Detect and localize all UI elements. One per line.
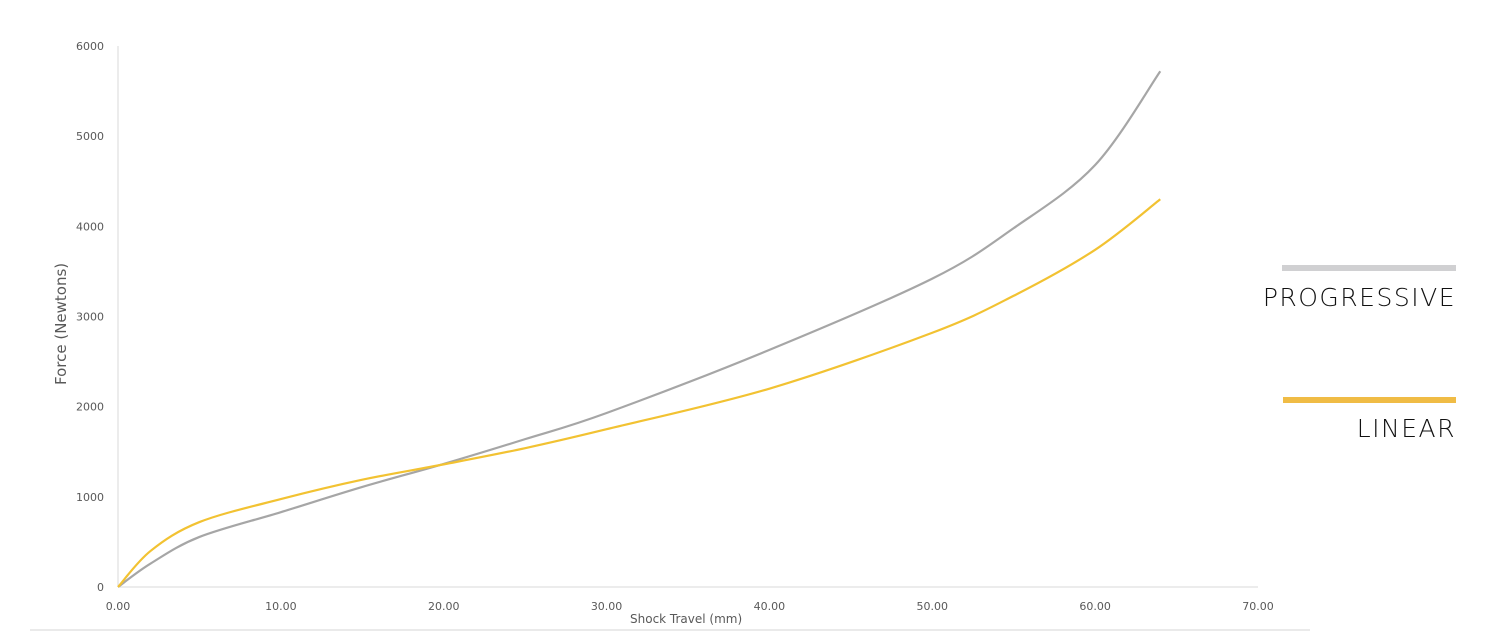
legend-label-progressive: PROGRESSIVE (1262, 283, 1456, 312)
series-line-linear (117, 198, 1161, 588)
y-axis-title: Force (Newtons) (52, 263, 70, 385)
legend-swatch-linear (1283, 397, 1456, 403)
x-tick-label: 0.00 (106, 600, 131, 613)
legend-swatch-progressive (1282, 265, 1456, 271)
y-tick-label: 2000 (76, 401, 104, 414)
legend-label-linear: LINEAR (1356, 414, 1456, 443)
series-line-progressive (117, 70, 1162, 588)
x-axis-title: Shock Travel (mm) (630, 612, 742, 626)
y-tick-label: 5000 (76, 130, 104, 143)
x-tick-label: 50.00 (917, 600, 949, 613)
y-tick-label: 0 (97, 581, 104, 594)
y-tick-label: 1000 (76, 491, 104, 504)
y-tick-label: 4000 (76, 220, 104, 233)
y-tick-label: 6000 (76, 40, 104, 53)
x-tick-label: 10.00 (265, 600, 297, 613)
x-tick-label: 70.00 (1242, 600, 1274, 613)
x-tick-label: 20.00 (428, 600, 460, 613)
y-tick-label: 3000 (76, 311, 104, 324)
x-tick-label: 40.00 (754, 600, 786, 613)
x-tick-label: 30.00 (591, 600, 623, 613)
x-tick-label: 60.00 (1079, 600, 1111, 613)
